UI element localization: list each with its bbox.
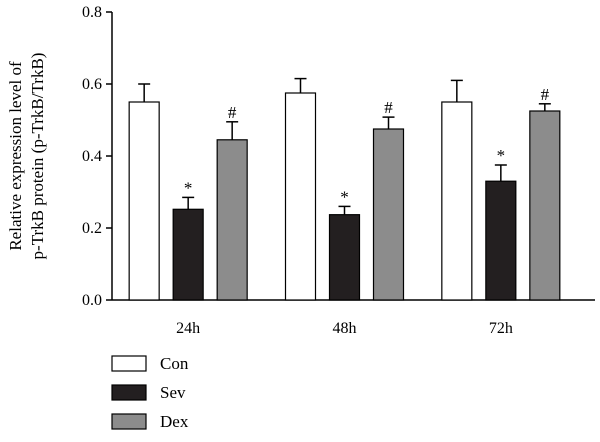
bar-sev-48h <box>328 214 361 301</box>
bar-dex-24h <box>216 139 248 301</box>
legend-swatch <box>111 384 147 401</box>
y-tick-label: 0.6 <box>82 76 102 93</box>
legend-swatch <box>111 355 147 372</box>
x-tick-label: 24h <box>176 320 200 337</box>
significance-marker: # <box>541 85 550 104</box>
y-axis-title-line: Relative expression level of <box>6 61 25 251</box>
y-tick-label: 0.2 <box>82 220 102 237</box>
y-axis-title: Relative expression level of p-TrkB prote… <box>6 53 47 260</box>
legend-label: Dex <box>160 412 189 431</box>
y-axis: 0.0 0.2 0.4 0.6 0.8 <box>82 4 113 309</box>
legend: Con Sev Dex <box>111 354 189 431</box>
bar-con-72h <box>441 101 473 301</box>
significance-marker: # <box>384 98 393 117</box>
y-tick-label: 0.4 <box>82 148 102 165</box>
x-tick-label: 48h <box>333 320 357 337</box>
bar-dex-48h <box>372 128 405 301</box>
bar-sev-24h <box>172 208 204 301</box>
x-axis: 24h 48h 72h <box>112 299 595 337</box>
x-tick-label: 72h <box>489 320 513 337</box>
legend-item: Con <box>111 354 189 373</box>
legend-label: Sev <box>160 383 186 402</box>
bar-dex-72h <box>529 110 561 301</box>
legend-item: Dex <box>111 412 189 431</box>
y-axis-title-line: p-TrkB protein (p-TrkB/TrkB) <box>28 53 47 260</box>
significance-marker: * <box>497 146 506 165</box>
bar-sev-72h <box>485 180 517 301</box>
y-tick-label: 0.8 <box>82 4 102 21</box>
significance-marker: * <box>184 178 193 197</box>
bar-con-24h <box>128 101 160 301</box>
bars: * # * # * # <box>128 77 561 301</box>
significance-marker: * <box>340 187 349 206</box>
significance-marker: # <box>228 103 237 122</box>
y-tick-label: 0.0 <box>82 292 102 309</box>
legend-label: Con <box>160 354 189 373</box>
legend-item: Sev <box>111 383 186 402</box>
legend-swatch <box>111 413 147 430</box>
bar-con-48h <box>284 92 317 301</box>
